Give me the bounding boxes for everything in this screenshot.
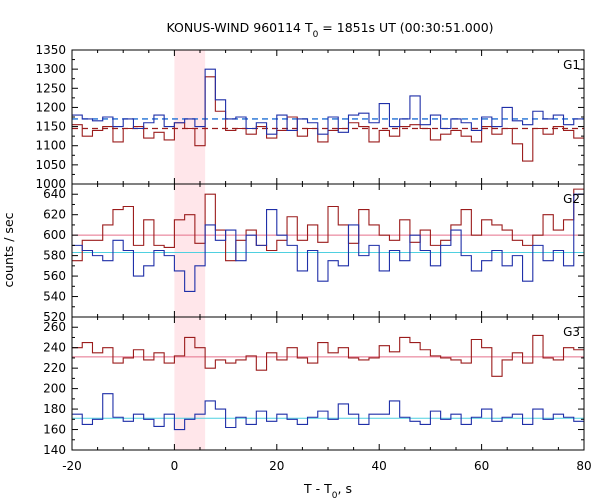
- panel-label: G3: [563, 325, 580, 339]
- series-raw-g1: [72, 76, 584, 162]
- series-bin-g3: [72, 393, 584, 431]
- x-axis-ticks: -20 0 20 40 60 80: [62, 459, 591, 473]
- panel-label: G2: [563, 192, 580, 206]
- x-tick-label: 20: [269, 459, 284, 473]
- panels: 1000 1050 1100 1150 1200 1250 1300 1350 G1 520 540…: [35, 43, 585, 457]
- y-tick-label: 640: [43, 187, 66, 201]
- series-raw-g2: [72, 188, 584, 262]
- y-tick-label: 1350: [35, 43, 66, 57]
- y-tick-label: 1200: [35, 100, 66, 114]
- y-tick-label: 520: [43, 310, 66, 324]
- panel-g3: 140 160 180 200 220 240 260 G3: [43, 316, 585, 457]
- x-tick-label: 80: [576, 459, 591, 473]
- y-tick-label: 180: [43, 402, 66, 416]
- y-tick-label: 620: [43, 208, 66, 222]
- y-tick-label: 200: [43, 382, 66, 396]
- y-axis-label: counts / sec: [1, 212, 16, 287]
- y-tick-label: 1300: [35, 62, 66, 76]
- x-tick-label: 60: [474, 459, 489, 473]
- y-tick-label: 140: [43, 443, 66, 457]
- y-tick-label: 1250: [35, 81, 66, 95]
- y-tick-label: 560: [43, 269, 66, 283]
- x-tick-label: -20: [62, 459, 82, 473]
- y-tick-label: 160: [43, 423, 66, 437]
- panel-frame: [71, 183, 585, 318]
- y-tick-label: 1100: [35, 139, 66, 153]
- x-tick-label: 40: [372, 459, 387, 473]
- series-raw-g3: [72, 334, 584, 377]
- series-bin-g2: [72, 193, 584, 292]
- y-tick-label: 220: [43, 361, 66, 375]
- y-tick-label: 1050: [35, 158, 66, 172]
- y-tick-label: 540: [43, 290, 66, 304]
- y-tick-label: 260: [43, 320, 66, 334]
- series-bin-g1: [72, 68, 584, 135]
- chart-title: KONUS-WIND 960114 T0 = 1851s UT (00:30:5…: [166, 20, 493, 40]
- y-tick-label: 240: [43, 341, 66, 355]
- panel-label: G1: [563, 58, 580, 72]
- y-tick-label: 600: [43, 228, 66, 242]
- x-tick-label: 0: [171, 459, 179, 473]
- y-tick-label: 580: [43, 249, 66, 263]
- panel-g2: 520 540 560 580 600 620 640 G2: [43, 183, 585, 324]
- y-tick-label: 1150: [35, 120, 66, 134]
- y-tick-label: 1000: [35, 177, 66, 191]
- highlight-rect: [174, 50, 206, 450]
- x-axis-label: T - T0, s: [303, 481, 352, 500]
- trigger-interval-highlight: [174, 50, 206, 450]
- panel-frame: [71, 316, 585, 451]
- panel-g1: 1000 1050 1100 1150 1200 1250 1300 1350 G1: [35, 43, 585, 191]
